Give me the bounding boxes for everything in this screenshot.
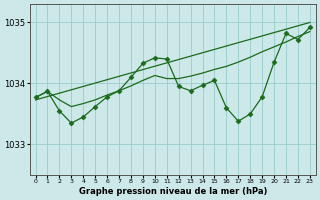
X-axis label: Graphe pression niveau de la mer (hPa): Graphe pression niveau de la mer (hPa) (78, 187, 267, 196)
